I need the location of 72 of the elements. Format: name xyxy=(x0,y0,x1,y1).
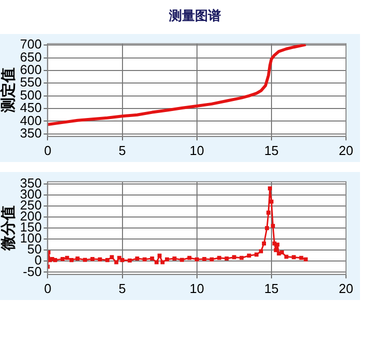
point xyxy=(82,258,87,262)
point xyxy=(232,255,236,260)
point xyxy=(48,250,50,254)
point xyxy=(98,257,102,262)
point xyxy=(304,257,308,262)
point xyxy=(142,257,147,262)
point xyxy=(150,256,154,261)
x-tick-label: 15 xyxy=(264,142,279,158)
point xyxy=(275,242,280,247)
y-tick-label: 600 xyxy=(20,62,42,78)
point xyxy=(202,256,206,261)
point xyxy=(224,256,229,261)
x-tick-label: 0 xyxy=(44,280,52,296)
point xyxy=(90,256,94,261)
x-tick-label: 15 xyxy=(264,280,279,296)
point xyxy=(164,257,170,262)
point xyxy=(254,252,259,257)
point xyxy=(120,258,124,262)
point xyxy=(114,260,118,264)
point xyxy=(180,258,184,262)
point xyxy=(128,258,132,263)
point xyxy=(53,258,58,262)
point xyxy=(110,255,114,260)
point xyxy=(160,260,165,264)
point xyxy=(187,256,192,260)
point xyxy=(264,226,269,230)
point xyxy=(135,256,140,261)
point xyxy=(274,248,278,252)
point xyxy=(217,256,222,260)
point xyxy=(284,254,288,259)
x-tick-label: 0 xyxy=(44,142,52,158)
point xyxy=(76,256,80,261)
x-tick-label: 5 xyxy=(118,142,126,158)
point xyxy=(70,258,74,262)
point xyxy=(210,257,214,262)
point xyxy=(154,260,159,264)
point xyxy=(194,257,199,262)
y-axis-title: 测定值 xyxy=(0,68,17,114)
y-tick-label: 450 xyxy=(20,100,42,116)
x-tick-label: 20 xyxy=(338,142,354,158)
y-tick-label: 350 xyxy=(20,125,42,140)
point xyxy=(292,255,296,260)
point xyxy=(276,251,281,256)
point xyxy=(280,250,284,254)
y-axis-title: 微分值 xyxy=(0,206,17,252)
point xyxy=(268,186,272,190)
point xyxy=(105,258,110,262)
point xyxy=(65,256,70,260)
y-tick-label: 550 xyxy=(20,74,42,90)
point xyxy=(50,256,54,261)
point xyxy=(299,256,304,260)
point xyxy=(272,242,276,246)
y-tick-label: 650 xyxy=(20,49,42,64)
point xyxy=(60,256,65,261)
chart-title: 测量图谱 xyxy=(169,9,221,24)
point xyxy=(240,256,244,260)
y-tick-label: 500 xyxy=(20,87,42,102)
point xyxy=(172,256,176,261)
point xyxy=(247,254,252,258)
x-tick-label: 5 xyxy=(118,280,126,296)
point xyxy=(266,210,270,215)
x-tick-label: 10 xyxy=(190,280,204,296)
y-tick-label: 400 xyxy=(20,112,42,128)
x-tick-label: 10 xyxy=(190,142,204,158)
point xyxy=(262,242,266,246)
point xyxy=(158,254,162,258)
point xyxy=(269,200,274,204)
y-tick-label: 700 xyxy=(20,36,42,52)
x-tick-label: 20 xyxy=(338,280,354,296)
point xyxy=(258,249,264,254)
point xyxy=(270,224,275,228)
point xyxy=(117,256,122,260)
